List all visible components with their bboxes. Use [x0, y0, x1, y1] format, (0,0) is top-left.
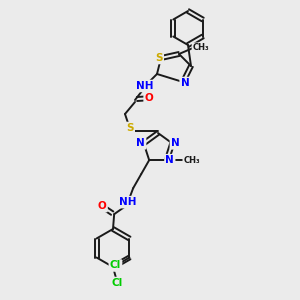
Text: S: S	[155, 53, 163, 63]
Text: CH₃: CH₃	[193, 44, 209, 52]
Text: N: N	[171, 138, 180, 148]
Text: N: N	[181, 78, 189, 88]
Text: NH: NH	[119, 197, 137, 207]
Text: NH: NH	[136, 81, 154, 91]
Text: O: O	[98, 201, 106, 211]
Text: O: O	[145, 93, 153, 103]
Text: Cl: Cl	[110, 260, 121, 271]
Text: N: N	[165, 155, 174, 165]
Text: N: N	[136, 138, 145, 148]
Text: Cl: Cl	[111, 278, 123, 288]
Text: CH₃: CH₃	[184, 156, 200, 165]
Text: S: S	[126, 123, 134, 133]
